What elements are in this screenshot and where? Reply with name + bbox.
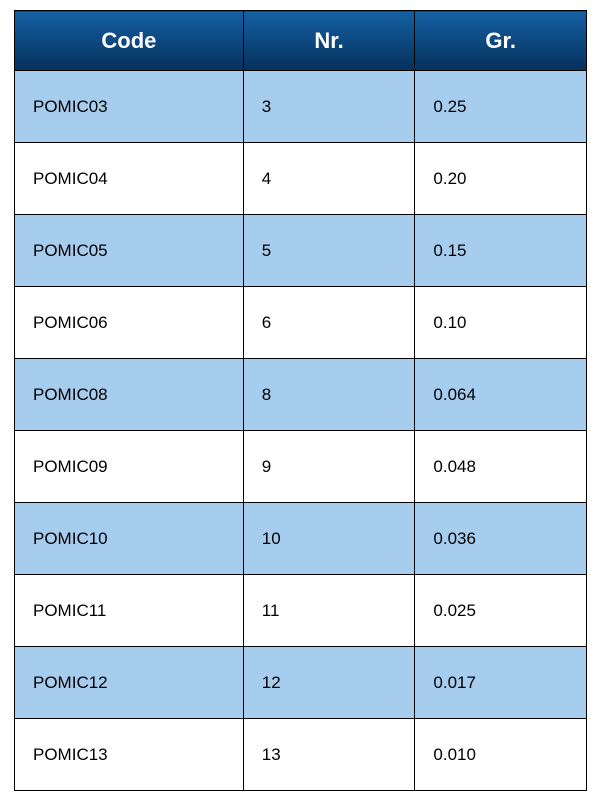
table-row: POMIC11110.025 [15, 575, 587, 647]
column-header-nr: Nr. [243, 11, 415, 71]
cell-code: POMIC04 [15, 143, 244, 215]
cell-nr: 12 [243, 647, 415, 719]
cell-nr: 4 [243, 143, 415, 215]
cell-nr: 11 [243, 575, 415, 647]
cell-gr: 0.010 [415, 719, 587, 791]
data-table-container: Code Nr. Gr. POMIC0330.25POMIC0440.20POM… [0, 0, 601, 801]
table-row: POMIC0330.25 [15, 71, 587, 143]
table-header-row: Code Nr. Gr. [15, 11, 587, 71]
cell-code: POMIC10 [15, 503, 244, 575]
table-row: POMIC12120.017 [15, 647, 587, 719]
table-header: Code Nr. Gr. [15, 11, 587, 71]
cell-nr: 8 [243, 359, 415, 431]
cell-gr: 0.036 [415, 503, 587, 575]
cell-code: POMIC06 [15, 287, 244, 359]
cell-nr: 9 [243, 431, 415, 503]
cell-gr: 0.15 [415, 215, 587, 287]
table-row: POMIC0660.10 [15, 287, 587, 359]
cell-nr: 13 [243, 719, 415, 791]
cell-nr: 6 [243, 287, 415, 359]
column-header-gr: Gr. [415, 11, 587, 71]
cell-gr: 0.064 [415, 359, 587, 431]
cell-nr: 3 [243, 71, 415, 143]
table-row: POMIC0440.20 [15, 143, 587, 215]
cell-code: POMIC03 [15, 71, 244, 143]
cell-gr: 0.25 [415, 71, 587, 143]
cell-code: POMIC08 [15, 359, 244, 431]
cell-nr: 5 [243, 215, 415, 287]
cell-gr: 0.048 [415, 431, 587, 503]
cell-code: POMIC05 [15, 215, 244, 287]
table-row: POMIC13130.010 [15, 719, 587, 791]
data-table: Code Nr. Gr. POMIC0330.25POMIC0440.20POM… [14, 10, 587, 791]
column-header-code: Code [15, 11, 244, 71]
cell-nr: 10 [243, 503, 415, 575]
cell-gr: 0.10 [415, 287, 587, 359]
cell-gr: 0.20 [415, 143, 587, 215]
cell-gr: 0.025 [415, 575, 587, 647]
table-row: POMIC0550.15 [15, 215, 587, 287]
table-row: POMIC0990.048 [15, 431, 587, 503]
table-row: POMIC0880.064 [15, 359, 587, 431]
cell-code: POMIC11 [15, 575, 244, 647]
cell-code: POMIC09 [15, 431, 244, 503]
cell-code: POMIC13 [15, 719, 244, 791]
table-body: POMIC0330.25POMIC0440.20POMIC0550.15POMI… [15, 71, 587, 791]
cell-code: POMIC12 [15, 647, 244, 719]
table-row: POMIC10100.036 [15, 503, 587, 575]
cell-gr: 0.017 [415, 647, 587, 719]
